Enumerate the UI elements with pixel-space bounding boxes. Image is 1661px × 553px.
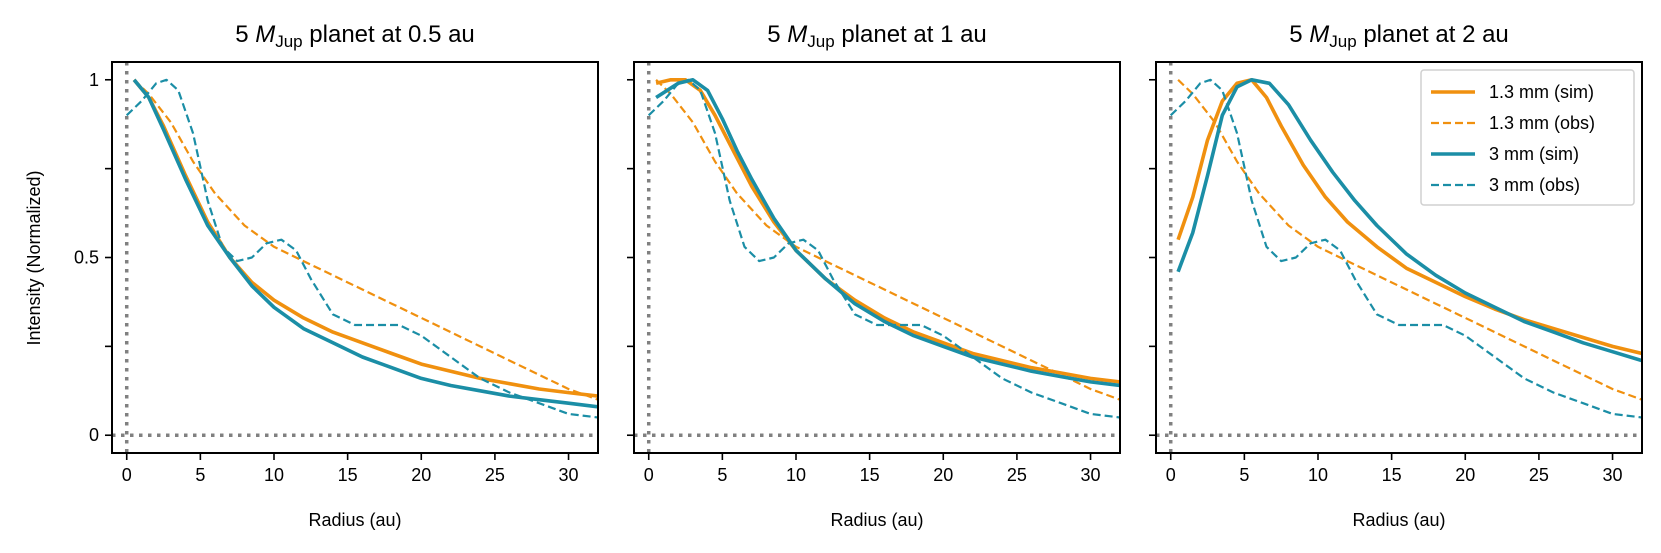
title-suffix: planet at 1 au [835,21,987,48]
x-tick-label: 15 [860,465,880,485]
series-1-3-mm-sim [132,78,598,398]
title-subscript: Jup [275,32,302,51]
x-tick-label: 10 [786,465,806,485]
title-suffix: planet at 0.5 au [303,21,475,48]
legend-entry-1.3mm-sim: 1.3 mm (sim) [1431,82,1594,102]
y-tick-label: 0 [89,425,99,445]
title-symbol: M [1309,21,1329,48]
legend-entry-3mm-obs: 3 mm (obs) [1431,175,1580,195]
x-tick-label: 20 [411,465,431,485]
reference-lines [1156,62,1642,453]
series-1-3-mm-obs [1177,79,1642,401]
axis-ticks: 0 5 10 15 20 25 30 0 0.5 1 [74,70,579,485]
axis-ticks: 0 5 10 15 20 25 30 [627,78,1101,485]
x-tick-label: 15 [1382,465,1402,485]
panel-title: 5 MJup planet at 1 au [767,21,987,51]
legend-label: 3 mm (obs) [1489,175,1580,195]
legend-label: 1.3 mm (obs) [1489,113,1595,133]
series-lines [125,78,598,419]
title-prefix: 5 [767,21,787,48]
series-3-mm-sim [655,78,1120,388]
x-tick-label: 5 [195,465,205,485]
reference-lines [112,62,598,453]
x-tick-label: 25 [1007,465,1027,485]
panel-planet-1au: 5 MJup planet at 1 au 0 5 10 15 20 25 30 Radiu… [627,21,1121,530]
x-tick-label: 5 [717,465,727,485]
x-tick-label: 20 [933,465,953,485]
x-tick-label: 20 [1455,465,1475,485]
panel-planet-2au: 5 MJup planet at 2 au 0 5 10 15 20 25 30 Radiu… [1149,21,1643,530]
x-tick-label: 10 [264,465,284,485]
legend-box [1420,69,1635,206]
series-3-mm-obs [647,78,1120,419]
series-1-3-mm-sim [1176,78,1642,356]
legend-entry-1.3mm-obs: 1.3 mm (obs) [1431,113,1595,133]
series-lines [1169,78,1642,419]
title-symbol: M [787,21,807,48]
y-tick-label: 0.5 [74,248,99,268]
x-tick-label: 15 [338,465,358,485]
y-axis-label: Intensity (Normalized) [24,170,44,345]
title-subscript: Jup [1329,32,1356,51]
series-3-mm-obs [125,78,598,419]
title-subscript: Jup [807,32,834,51]
title-symbol: M [255,21,275,48]
legend-label: 1.3 mm (sim) [1489,82,1594,102]
x-tick-label: 30 [1603,465,1623,485]
x-tick-label: 25 [1529,465,1549,485]
x-axis-label: Radius (au) [1352,510,1445,530]
title-prefix: 5 [1289,21,1309,48]
x-tick-label: 0 [1166,465,1176,485]
series-1-3-mm-obs [655,79,1120,401]
title-prefix: 5 [235,21,255,48]
legend: 1.3 mm (sim) 1.3 mm (obs) 3 mm (sim) 3 m… [1420,69,1635,206]
title-suffix: planet at 2 au [1357,21,1509,48]
plot-frame [111,61,599,454]
series-lines [647,78,1120,419]
x-tick-label: 0 [644,465,654,485]
panel-title: 5 MJup planet at 2 au [1289,21,1509,51]
panel-title: 5 MJup planet at 0.5 au [235,21,475,51]
y-tick-label: 1 [89,70,99,90]
plot-frame [633,61,1121,454]
x-tick-label: 0 [122,465,132,485]
x-tick-label: 10 [1308,465,1328,485]
legend-label: 3 mm (sim) [1489,144,1579,164]
reference-lines [634,62,1120,453]
x-tick-label: 25 [485,465,505,485]
x-tick-label: 30 [1081,465,1101,485]
axis-ticks: 0 5 10 15 20 25 30 [1149,78,1623,485]
panel-planet-0.5au: 5 MJup planet at 0.5 au 0 5 10 15 20 25 3000.5… [74,21,599,530]
x-axis-label: Radius (au) [308,510,401,530]
legend-entry-3mm-sim: 3 mm (sim) [1431,144,1579,164]
x-axis-label: Radius (au) [830,510,923,530]
plot-frame [1155,61,1643,454]
series-3-mm-sim [132,78,598,409]
x-tick-label: 30 [559,465,579,485]
x-tick-label: 5 [1239,465,1249,485]
series-1-3-mm-obs [133,79,598,401]
